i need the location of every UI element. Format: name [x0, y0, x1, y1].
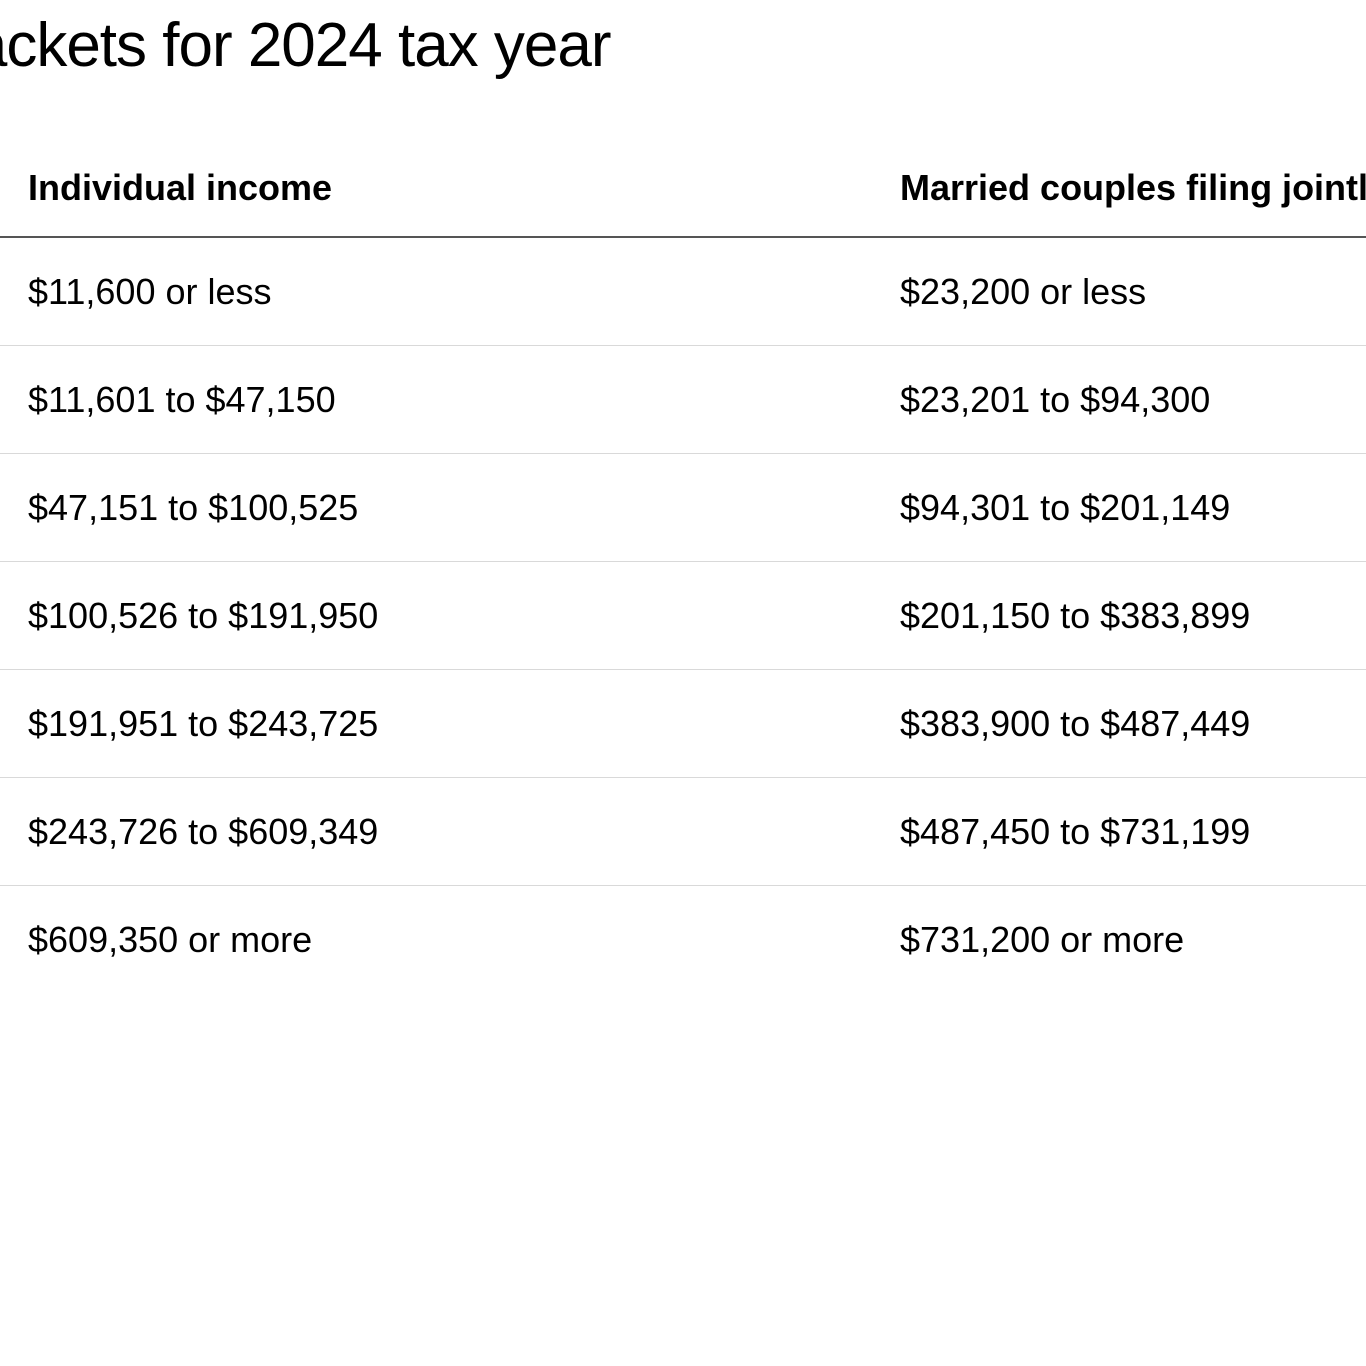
cell-married: $23,200 or less — [900, 271, 1366, 313]
cell-individual: $11,600 or less — [0, 271, 900, 313]
cell-individual: $609,350 or more — [0, 919, 900, 961]
cell-married: $731,200 or more — [900, 919, 1366, 961]
column-header-individual: Individual income — [0, 167, 900, 209]
cell-married: $487,450 to $731,199 — [900, 811, 1366, 853]
cell-individual: $11,601 to $47,150 — [0, 379, 900, 421]
cell-individual: $243,726 to $609,349 — [0, 811, 900, 853]
table-row: $243,726 to $609,349 $487,450 to $731,19… — [0, 778, 1366, 886]
cell-individual: $100,526 to $191,950 — [0, 595, 900, 637]
table-row: $609,350 or more $731,200 or more — [0, 886, 1366, 994]
table-row: $11,600 or less $23,200 or less — [0, 238, 1366, 346]
cell-married: $23,201 to $94,300 — [900, 379, 1366, 421]
cell-married: $201,150 to $383,899 — [900, 595, 1366, 637]
table-row: $47,151 to $100,525 $94,301 to $201,149 — [0, 454, 1366, 562]
cell-individual: $191,951 to $243,725 — [0, 703, 900, 745]
table-header-row: Individual income Married couples filing… — [0, 140, 1366, 238]
column-header-married: Married couples filing jointly — [900, 167, 1366, 209]
table-row: $191,951 to $243,725 $383,900 to $487,44… — [0, 670, 1366, 778]
table-row: $100,526 to $191,950 $201,150 to $383,89… — [0, 562, 1366, 670]
page-title: Tax brackets for 2024 tax year — [0, 10, 611, 81]
tax-brackets-table: Individual income Married couples filing… — [0, 140, 1366, 994]
cell-individual: $47,151 to $100,525 — [0, 487, 900, 529]
table-row: $11,601 to $47,150 $23,201 to $94,300 — [0, 346, 1366, 454]
cell-married: $94,301 to $201,149 — [900, 487, 1366, 529]
cell-married: $383,900 to $487,449 — [900, 703, 1366, 745]
